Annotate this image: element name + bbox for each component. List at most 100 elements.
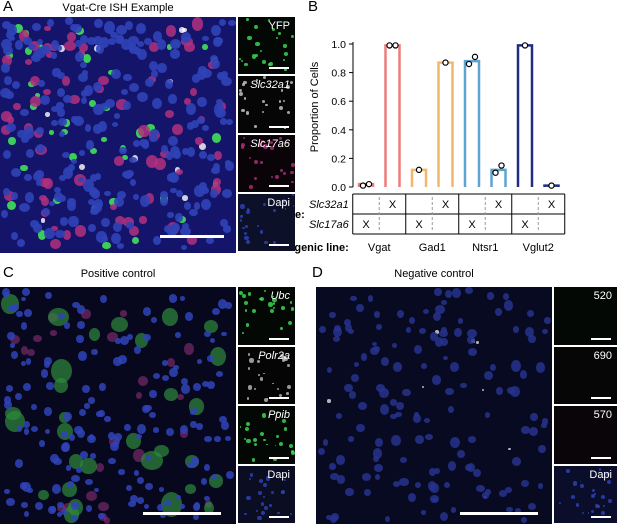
cell-spot <box>242 136 245 139</box>
cell-spot <box>203 501 215 514</box>
cell-spot <box>4 76 12 86</box>
cell-spot <box>2 55 12 66</box>
cell-spot <box>243 97 247 100</box>
cell-spot <box>146 123 155 133</box>
cell-spot <box>212 162 221 172</box>
cell-spot <box>452 288 461 299</box>
cell-spot <box>209 346 226 366</box>
cell-spot <box>506 506 513 512</box>
cell-spot <box>520 479 529 488</box>
cell-spot <box>133 470 139 476</box>
cell-spot <box>265 477 271 482</box>
cell-spot <box>393 481 400 488</box>
cell-spot <box>262 59 266 64</box>
cell-spot <box>8 304 16 312</box>
panel-c-micrograph <box>0 287 236 524</box>
cell-spot <box>486 292 495 300</box>
cell-spot <box>499 490 508 497</box>
cell-spot <box>272 302 276 306</box>
cell-spot <box>198 150 207 159</box>
cell-spot <box>166 44 172 50</box>
cell-spot <box>376 384 386 393</box>
cell-spot <box>167 136 178 147</box>
bar-gad1-slc32a1 <box>437 61 454 187</box>
cell-spot <box>286 110 291 114</box>
cell-spot <box>16 310 23 318</box>
cell-spot <box>184 42 195 52</box>
cell-spot <box>530 413 538 422</box>
panel-d-channel-3: 570 <box>554 406 617 464</box>
cell-spot <box>24 309 32 317</box>
cell-spot <box>209 337 216 344</box>
probe-table: Probe: Slc32a1 Slc17a6 X X X X X X X X Transgenic l… <box>295 193 566 254</box>
channel-scale-bar <box>269 397 289 399</box>
channel-label: YFP <box>268 20 290 32</box>
cell-spot <box>4 488 10 494</box>
cell-spot <box>153 373 161 380</box>
cell-spot <box>156 62 167 74</box>
cell-spot <box>43 356 52 365</box>
cell-spot <box>180 377 189 386</box>
cell-spot <box>17 238 26 247</box>
cell-spot <box>179 226 191 237</box>
cell-spot <box>43 177 54 190</box>
cell-spot <box>152 235 161 246</box>
cell-spot <box>170 222 180 233</box>
channel-scale-bar <box>269 516 289 518</box>
cell-spot <box>136 476 144 485</box>
cell-spot <box>30 75 41 86</box>
cell-spot <box>108 457 116 465</box>
cell-spot <box>193 513 200 521</box>
cell-spot <box>284 207 287 210</box>
cell-spot <box>195 137 204 146</box>
cell-spot <box>481 388 484 391</box>
cell-spot <box>247 208 251 211</box>
cell-spot <box>460 382 467 389</box>
cell-spot <box>277 388 280 391</box>
cell-spot <box>280 89 284 92</box>
cell-spot <box>280 489 285 495</box>
cell-spot <box>76 335 84 344</box>
channel-label: Slc17a6 <box>250 138 290 150</box>
cell-spot <box>165 25 177 37</box>
cell-spot <box>290 171 294 175</box>
cell-spot <box>213 103 225 116</box>
cell-spot <box>544 317 551 325</box>
cell-spot <box>133 448 146 463</box>
data-point <box>465 60 473 68</box>
cell-spot <box>188 208 198 217</box>
cell-spot <box>263 495 265 498</box>
cell-spot <box>445 289 453 298</box>
cell-spot <box>79 164 86 171</box>
cell-spot <box>484 412 490 419</box>
cell-spot <box>358 401 367 410</box>
cell-spot <box>11 80 21 90</box>
cell-spot <box>51 120 58 126</box>
cell-spot <box>133 140 140 148</box>
cell-spot <box>90 147 97 154</box>
y-axis: 0.0 0.2 0.4 0.6 0.8 1.0 <box>331 39 354 194</box>
cell-spot <box>263 439 266 442</box>
cell-spot <box>405 327 411 333</box>
cell-spot <box>349 391 357 399</box>
cell-spot <box>138 139 149 148</box>
channel-scale-bar <box>591 456 611 459</box>
y-axis-label: Proportion of Cells <box>309 61 321 152</box>
cell-spot <box>96 231 108 243</box>
y-tick-label: 0.6 <box>331 96 346 108</box>
cell-spot <box>57 501 64 508</box>
cell-spot <box>74 225 87 237</box>
cell-spot <box>44 361 51 368</box>
cell-spot <box>254 125 258 128</box>
cell-spot <box>606 471 611 476</box>
cell-spot <box>125 20 134 30</box>
cell-spot <box>602 504 605 508</box>
cell-spot <box>88 328 100 341</box>
cell-spot <box>375 324 382 330</box>
cell-spot <box>109 197 118 206</box>
cell-spot <box>111 69 122 80</box>
cell-spot <box>61 151 70 159</box>
cell-spot <box>325 514 333 521</box>
cell-spot <box>275 175 280 179</box>
cell-spot <box>203 319 218 334</box>
